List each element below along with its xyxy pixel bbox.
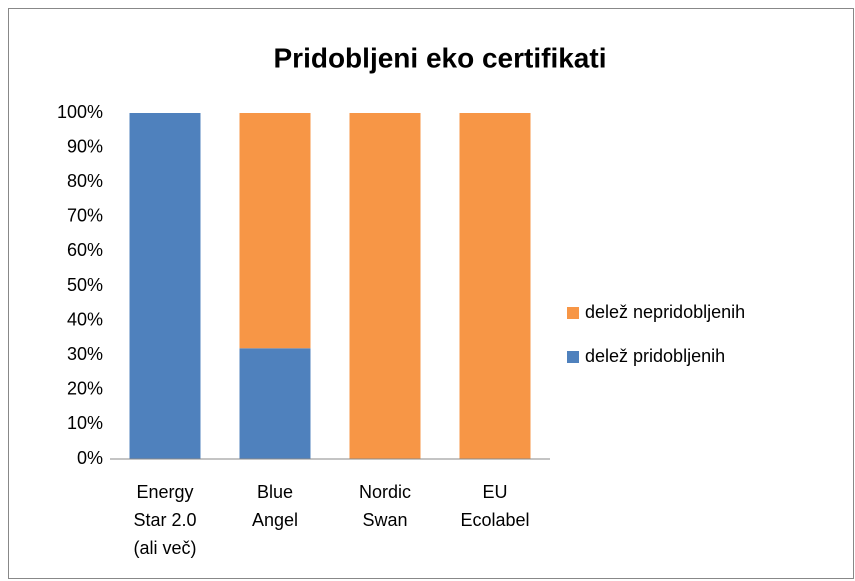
legend-label: delež nepridobljenih [585, 302, 745, 322]
y-tick-label: 80% [67, 171, 103, 191]
y-tick-label: 70% [67, 206, 103, 226]
y-tick-label: 20% [67, 379, 103, 399]
y-tick-label: 60% [67, 240, 103, 260]
bar-segment [239, 113, 311, 349]
y-tick-label: 0% [77, 448, 103, 468]
x-tick-label: Swan [362, 510, 407, 530]
x-tick-label: Nordic [359, 482, 411, 502]
bar-segment [349, 113, 421, 459]
x-tick-label: (ali več) [133, 538, 196, 558]
y-tick-label: 10% [67, 413, 103, 433]
x-tick-label: Star 2.0 [133, 510, 196, 530]
bar-segment [459, 113, 531, 459]
x-tick-label: Blue [257, 482, 293, 502]
legend-swatch [567, 351, 579, 363]
bar-segment [129, 113, 201, 459]
y-tick-label: 30% [67, 344, 103, 364]
x-tick-label: EU [482, 482, 507, 502]
x-tick-label: Energy [136, 482, 193, 502]
y-tick-label: 40% [67, 309, 103, 329]
legend-label: delež pridobljenih [585, 346, 725, 366]
y-tick-label: 90% [67, 136, 103, 156]
x-tick-label: Ecolabel [460, 510, 529, 530]
bar-segment [239, 348, 311, 459]
y-tick-label: 100% [57, 102, 103, 122]
y-tick-label: 50% [67, 275, 103, 295]
chart-title: Pridobljeni eko certifikati [274, 42, 607, 73]
legend-swatch [567, 307, 579, 319]
x-tick-label: Angel [252, 510, 298, 530]
